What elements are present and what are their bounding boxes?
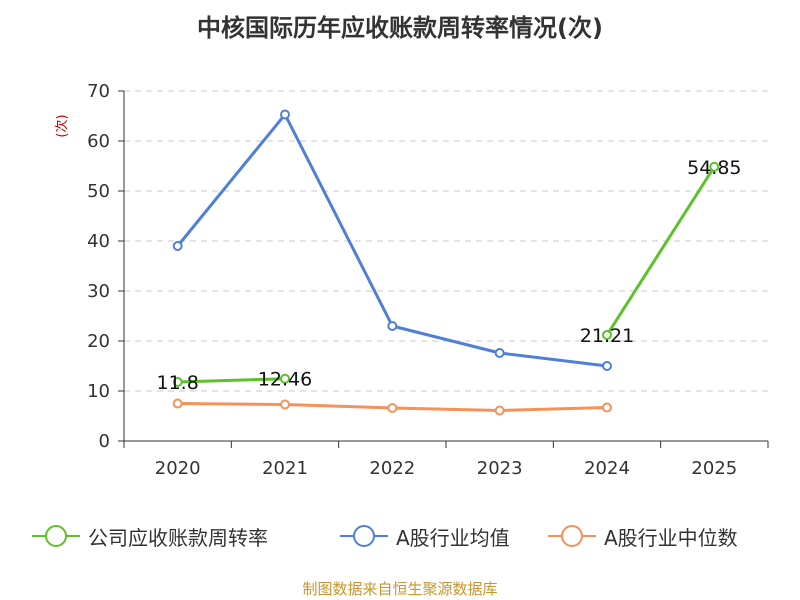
data-label: 11.8 <box>157 372 199 394</box>
x-tick-label: 2022 <box>369 458 415 479</box>
series-lines <box>172 109 720 416</box>
y-tick-label: 30 <box>87 281 110 302</box>
y-tick-label: 20 <box>87 331 110 352</box>
legend-line-marker-icon <box>548 518 596 554</box>
legend-label: 公司应收账款周转率 <box>88 525 268 550</box>
series-line-1 <box>605 165 716 336</box>
y-tick-label: 70 <box>87 81 110 102</box>
y-axis-unit-label: (次) <box>54 114 70 137</box>
data-point <box>602 329 612 340</box>
x-tick-label: 2023 <box>477 458 523 479</box>
series-line-1 <box>177 377 286 384</box>
data-label: 54.85 <box>687 157 741 179</box>
data-labels: 11.8 12.46 21.21 54.85 <box>157 157 742 394</box>
x-tick-label: 2020 <box>155 458 201 479</box>
data-label: 21.21 <box>580 325 634 347</box>
y-tick-label: 40 <box>87 231 110 252</box>
data-point <box>709 161 720 172</box>
y-tick-label: 60 <box>87 131 110 152</box>
x-tick-label: 2021 <box>262 458 308 479</box>
axes: 0 10 20 30 40 50 60 70 (次) 2020 2021 2022 2023 2024 20… <box>54 81 769 479</box>
legend-label: A股行业中位数 <box>604 525 738 550</box>
legend-label: A股行业均值 <box>396 525 510 550</box>
grid-lines <box>124 90 768 392</box>
legend-line-marker-icon <box>32 518 80 554</box>
legend: 公司应收账款周转率 A股行业均值 A股行业中位数 <box>0 518 800 554</box>
data-point <box>387 321 398 331</box>
data-point <box>172 377 183 387</box>
legend-item[interactable]: 公司应收账款周转率 <box>32 518 268 554</box>
legend-item[interactable]: A股行业中位数 <box>548 518 738 554</box>
y-tick-label: 50 <box>87 181 110 202</box>
chart-title: 中核国际历年应收账款周转率情况(次) <box>197 14 603 42</box>
data-point <box>494 405 505 416</box>
data-label: 12.46 <box>258 369 312 391</box>
data-point <box>602 361 612 371</box>
data-point <box>387 403 398 413</box>
legend-item[interactable]: A股行业均值 <box>340 518 510 554</box>
x-tick-label: 2024 <box>584 458 630 479</box>
data-point <box>280 109 290 120</box>
data-source-note: 制图数据来自恒生聚源数据库 <box>302 580 498 598</box>
data-point <box>494 348 505 358</box>
y-tick-label: 10 <box>87 381 110 402</box>
data-point <box>280 373 290 384</box>
x-tick-label: 2025 <box>691 458 737 479</box>
data-point <box>172 241 183 251</box>
data-point <box>172 398 183 409</box>
data-point <box>602 402 612 413</box>
data-point <box>280 399 290 410</box>
y-tick-label: 0 <box>99 431 110 452</box>
legend-line-marker-icon <box>340 518 388 554</box>
